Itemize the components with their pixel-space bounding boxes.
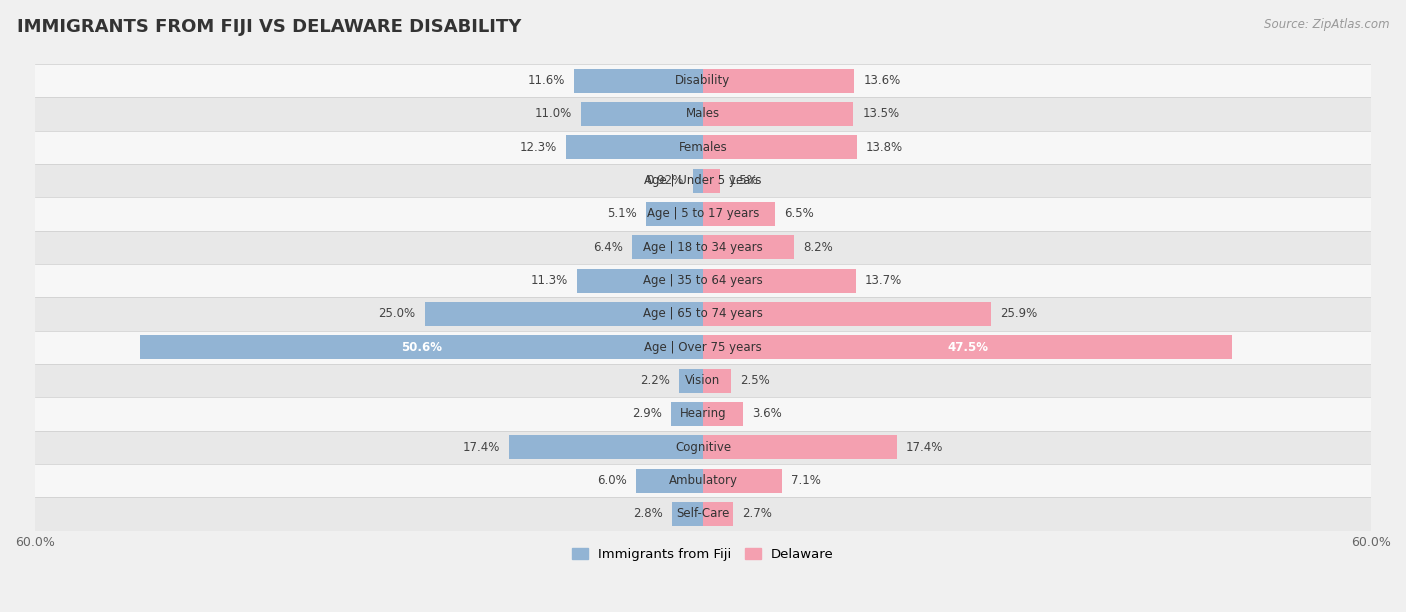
- Bar: [703, 135, 856, 159]
- Bar: [703, 302, 991, 326]
- Bar: [703, 69, 855, 92]
- Text: Cognitive: Cognitive: [675, 441, 731, 453]
- Bar: [703, 202, 775, 226]
- Text: Males: Males: [686, 108, 720, 121]
- Text: 13.5%: 13.5%: [862, 108, 900, 121]
- Text: 13.7%: 13.7%: [865, 274, 901, 287]
- Bar: [35, 231, 1371, 264]
- Text: 11.6%: 11.6%: [527, 74, 565, 87]
- Bar: [35, 431, 1371, 464]
- Bar: [35, 97, 1371, 130]
- Text: Age | 35 to 64 years: Age | 35 to 64 years: [643, 274, 763, 287]
- Text: Ambulatory: Ambulatory: [668, 474, 738, 487]
- Bar: [703, 235, 794, 259]
- Text: Age | Over 75 years: Age | Over 75 years: [644, 341, 762, 354]
- Bar: [631, 235, 703, 259]
- Bar: [693, 169, 703, 193]
- Text: 11.3%: 11.3%: [531, 274, 568, 287]
- Bar: [35, 364, 1371, 397]
- Text: 2.9%: 2.9%: [631, 408, 662, 420]
- Text: 7.1%: 7.1%: [792, 474, 821, 487]
- Text: 8.2%: 8.2%: [803, 241, 832, 254]
- Bar: [703, 102, 853, 126]
- Bar: [35, 297, 1371, 330]
- Text: 6.0%: 6.0%: [598, 474, 627, 487]
- Text: Age | 65 to 74 years: Age | 65 to 74 years: [643, 307, 763, 321]
- Bar: [647, 202, 703, 226]
- Text: 1.5%: 1.5%: [728, 174, 758, 187]
- Bar: [578, 269, 703, 293]
- Bar: [35, 130, 1371, 164]
- Bar: [703, 269, 855, 293]
- Text: 12.3%: 12.3%: [520, 141, 557, 154]
- Bar: [35, 164, 1371, 197]
- Text: 13.8%: 13.8%: [866, 141, 903, 154]
- Text: 6.4%: 6.4%: [593, 241, 623, 254]
- Bar: [703, 469, 782, 493]
- Text: Females: Females: [679, 141, 727, 154]
- Text: Source: ZipAtlas.com: Source: ZipAtlas.com: [1264, 18, 1389, 31]
- Bar: [671, 402, 703, 426]
- Bar: [703, 402, 744, 426]
- Bar: [425, 302, 703, 326]
- Bar: [35, 464, 1371, 498]
- Bar: [703, 335, 1232, 359]
- Bar: [509, 435, 703, 459]
- Text: 2.2%: 2.2%: [640, 374, 669, 387]
- Text: 5.1%: 5.1%: [607, 207, 637, 220]
- Bar: [636, 469, 703, 493]
- Bar: [581, 102, 703, 126]
- Bar: [139, 335, 703, 359]
- Text: Disability: Disability: [675, 74, 731, 87]
- Text: Hearing: Hearing: [679, 408, 727, 420]
- Bar: [35, 330, 1371, 364]
- Text: Age | 5 to 17 years: Age | 5 to 17 years: [647, 207, 759, 220]
- Text: Age | 18 to 34 years: Age | 18 to 34 years: [643, 241, 763, 254]
- Text: 25.0%: 25.0%: [378, 307, 416, 321]
- Text: 13.6%: 13.6%: [863, 74, 901, 87]
- Bar: [703, 368, 731, 392]
- Bar: [703, 169, 720, 193]
- Bar: [35, 264, 1371, 297]
- Bar: [703, 502, 733, 526]
- Text: 17.4%: 17.4%: [905, 441, 943, 453]
- Bar: [567, 135, 703, 159]
- Bar: [574, 69, 703, 92]
- Text: 17.4%: 17.4%: [463, 441, 501, 453]
- Text: 50.6%: 50.6%: [401, 341, 441, 354]
- Text: 11.0%: 11.0%: [534, 108, 572, 121]
- Text: Vision: Vision: [685, 374, 721, 387]
- Bar: [35, 64, 1371, 97]
- Text: 3.6%: 3.6%: [752, 408, 782, 420]
- Text: 2.5%: 2.5%: [740, 374, 769, 387]
- Legend: Immigrants from Fiji, Delaware: Immigrants from Fiji, Delaware: [567, 542, 839, 566]
- Bar: [35, 197, 1371, 231]
- Text: 2.8%: 2.8%: [633, 507, 662, 520]
- Text: 25.9%: 25.9%: [1000, 307, 1038, 321]
- Text: Age | Under 5 years: Age | Under 5 years: [644, 174, 762, 187]
- Bar: [35, 498, 1371, 531]
- Text: 2.7%: 2.7%: [742, 507, 772, 520]
- Text: 0.92%: 0.92%: [647, 174, 683, 187]
- Text: IMMIGRANTS FROM FIJI VS DELAWARE DISABILITY: IMMIGRANTS FROM FIJI VS DELAWARE DISABIL…: [17, 18, 522, 36]
- Bar: [679, 368, 703, 392]
- Bar: [672, 502, 703, 526]
- Bar: [703, 435, 897, 459]
- Text: Self-Care: Self-Care: [676, 507, 730, 520]
- Text: 47.5%: 47.5%: [948, 341, 988, 354]
- Text: 6.5%: 6.5%: [785, 207, 814, 220]
- Bar: [35, 397, 1371, 431]
